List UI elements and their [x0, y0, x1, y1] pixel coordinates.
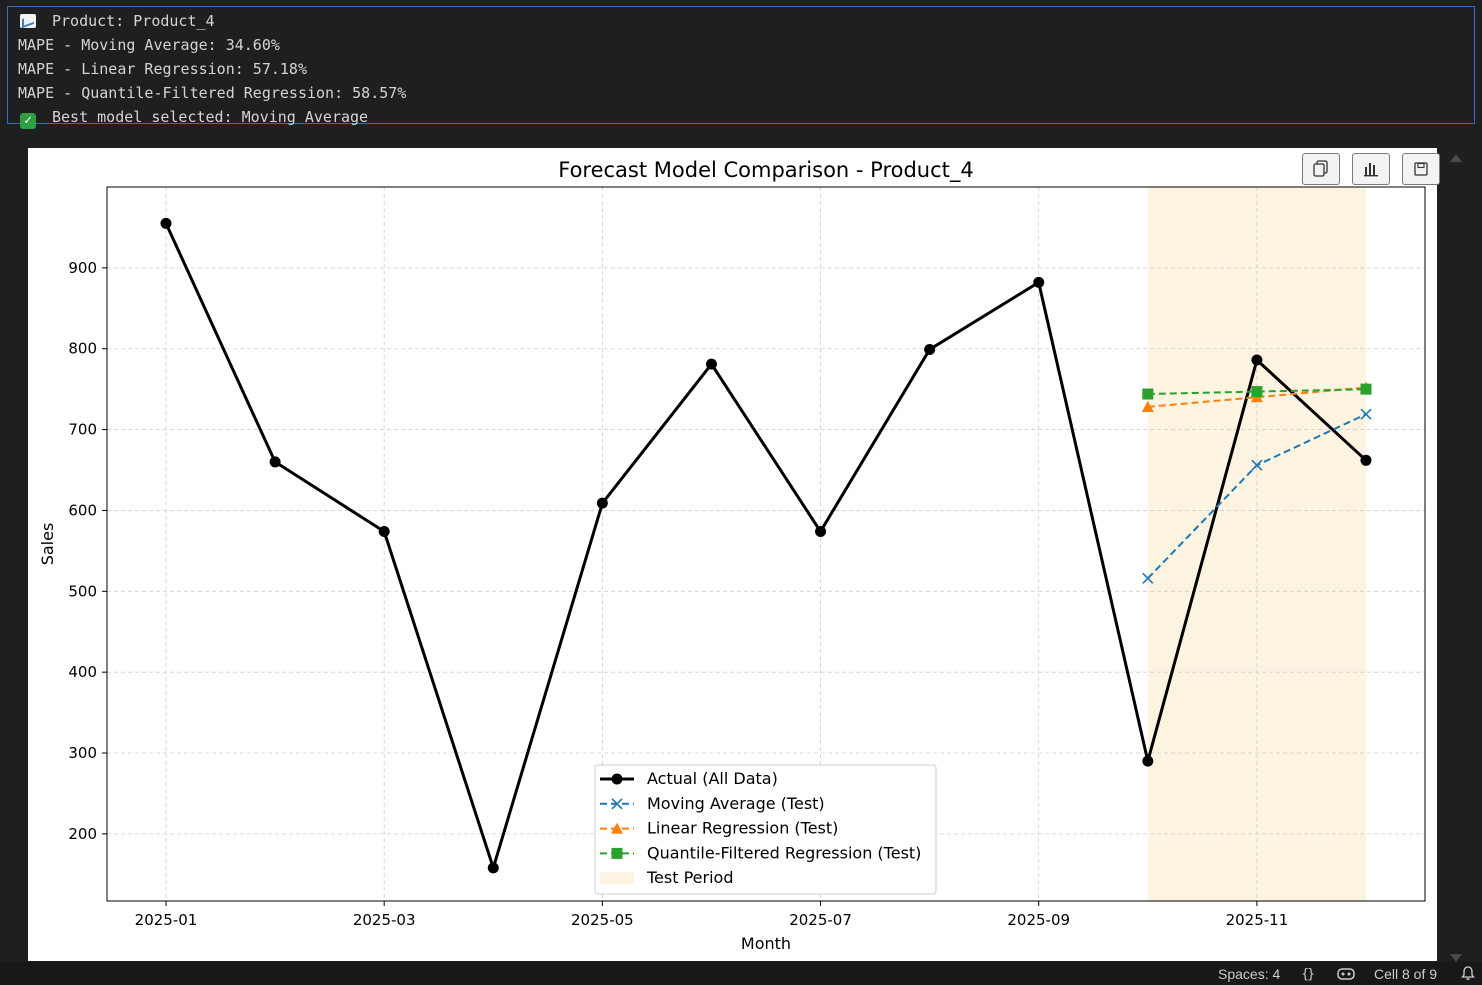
scroll-up-arrow[interactable] — [1450, 154, 1462, 162]
y-axis-label: Sales — [38, 523, 57, 566]
y-tick-label: 900 — [68, 259, 97, 277]
svg-text:}: } — [1307, 967, 1315, 982]
data-point-quantile-filtered-regression — [1251, 386, 1262, 397]
status-bar: Spaces: 4 {} Cell 8 of 9 — [0, 962, 1482, 985]
bar-chart-icon — [1363, 161, 1379, 177]
y-tick-label: 800 — [68, 340, 97, 358]
chart-title: Forecast Model Comparison - Product_4 — [558, 158, 974, 183]
data-point-actual — [1033, 277, 1044, 288]
x-axis-label: Month — [741, 934, 791, 953]
copilot-icon[interactable] — [1336, 964, 1356, 985]
data-point-actual — [379, 526, 390, 537]
legend-label-test-period: Test Period — [646, 868, 733, 887]
y-tick-label: 500 — [68, 582, 97, 600]
copy-icon — [1313, 160, 1329, 178]
cell-position-status[interactable]: Cell 8 of 9 — [1374, 966, 1437, 982]
output-line-mape-ma: MAPE - Moving Average: 34.60% — [18, 33, 1464, 57]
legend-marker-actual — [612, 774, 623, 785]
scroll-down-arrow[interactable] — [1450, 954, 1462, 962]
legend-marker-quantile-filtered-regression — [612, 848, 623, 859]
curly-braces-icon[interactable]: {} — [1300, 964, 1318, 985]
data-point-actual — [815, 526, 826, 537]
y-tick-label: 600 — [68, 501, 97, 519]
x-tick-label: 2025-01 — [135, 911, 198, 929]
legend-label-linear-regression: Linear Regression (Test) — [647, 819, 838, 838]
y-tick-label: 400 — [68, 663, 97, 681]
data-point-actual — [1361, 455, 1372, 466]
y-tick-label: 700 — [68, 421, 97, 439]
data-point-actual — [1142, 756, 1153, 767]
bell-icon[interactable] — [1460, 965, 1476, 984]
x-tick-label: 2025-05 — [571, 911, 634, 929]
indentation-status[interactable]: Spaces: 4 — [1218, 966, 1280, 982]
output-line-mape-qfr: MAPE - Quantile-Filtered Regression: 58.… — [18, 81, 1464, 105]
y-tick-label: 200 — [68, 825, 97, 843]
forecast-chart: 200 300 400 500 600 700 800 900 2025-01 2025-03 20… — [28, 148, 1437, 961]
save-output-button[interactable] — [1402, 153, 1440, 185]
data-point-actual — [488, 862, 499, 873]
check-mark-icon: ✓ — [18, 105, 38, 129]
data-point-actual — [924, 344, 935, 355]
legend-label-actual: Actual (All Data) — [647, 769, 778, 788]
x-tick-label: 2025-11 — [1226, 911, 1289, 929]
x-tick-label: 2025-09 — [1007, 911, 1070, 929]
output-line-best-model: ✓ Best model selected: Moving Average — [18, 105, 1464, 129]
chart-increasing-icon — [18, 9, 38, 33]
data-point-actual — [597, 498, 608, 509]
legend-swatch-test-period — [600, 872, 634, 884]
legend-label-moving-average: Moving Average (Test) — [647, 794, 825, 813]
data-point-actual — [161, 218, 172, 229]
x-tick-label: 2025-03 — [353, 911, 416, 929]
output-line-mape-lr: MAPE - Linear Regression: 57.18% — [18, 57, 1464, 81]
chart-output: 200 300 400 500 600 700 800 900 2025-01 2025-03 20… — [28, 148, 1437, 961]
x-tick-label: 2025-07 — [789, 911, 852, 929]
data-point-actual — [270, 456, 281, 467]
legend-label-quantile-filtered-regression: Quantile-Filtered Regression (Test) — [647, 843, 921, 862]
output-line-product: Product: Product_4 — [18, 9, 1464, 33]
data-point-actual — [706, 359, 717, 370]
data-point-quantile-filtered-regression — [1361, 384, 1372, 395]
save-icon — [1413, 161, 1429, 177]
open-chart-button[interactable] — [1352, 153, 1390, 185]
data-point-quantile-filtered-regression — [1142, 389, 1153, 400]
cell-output: Product: Product_4 MAPE - Moving Average… — [7, 6, 1475, 124]
copy-output-button[interactable] — [1302, 153, 1340, 185]
y-tick-label: 300 — [68, 744, 97, 762]
data-point-actual — [1251, 355, 1262, 366]
